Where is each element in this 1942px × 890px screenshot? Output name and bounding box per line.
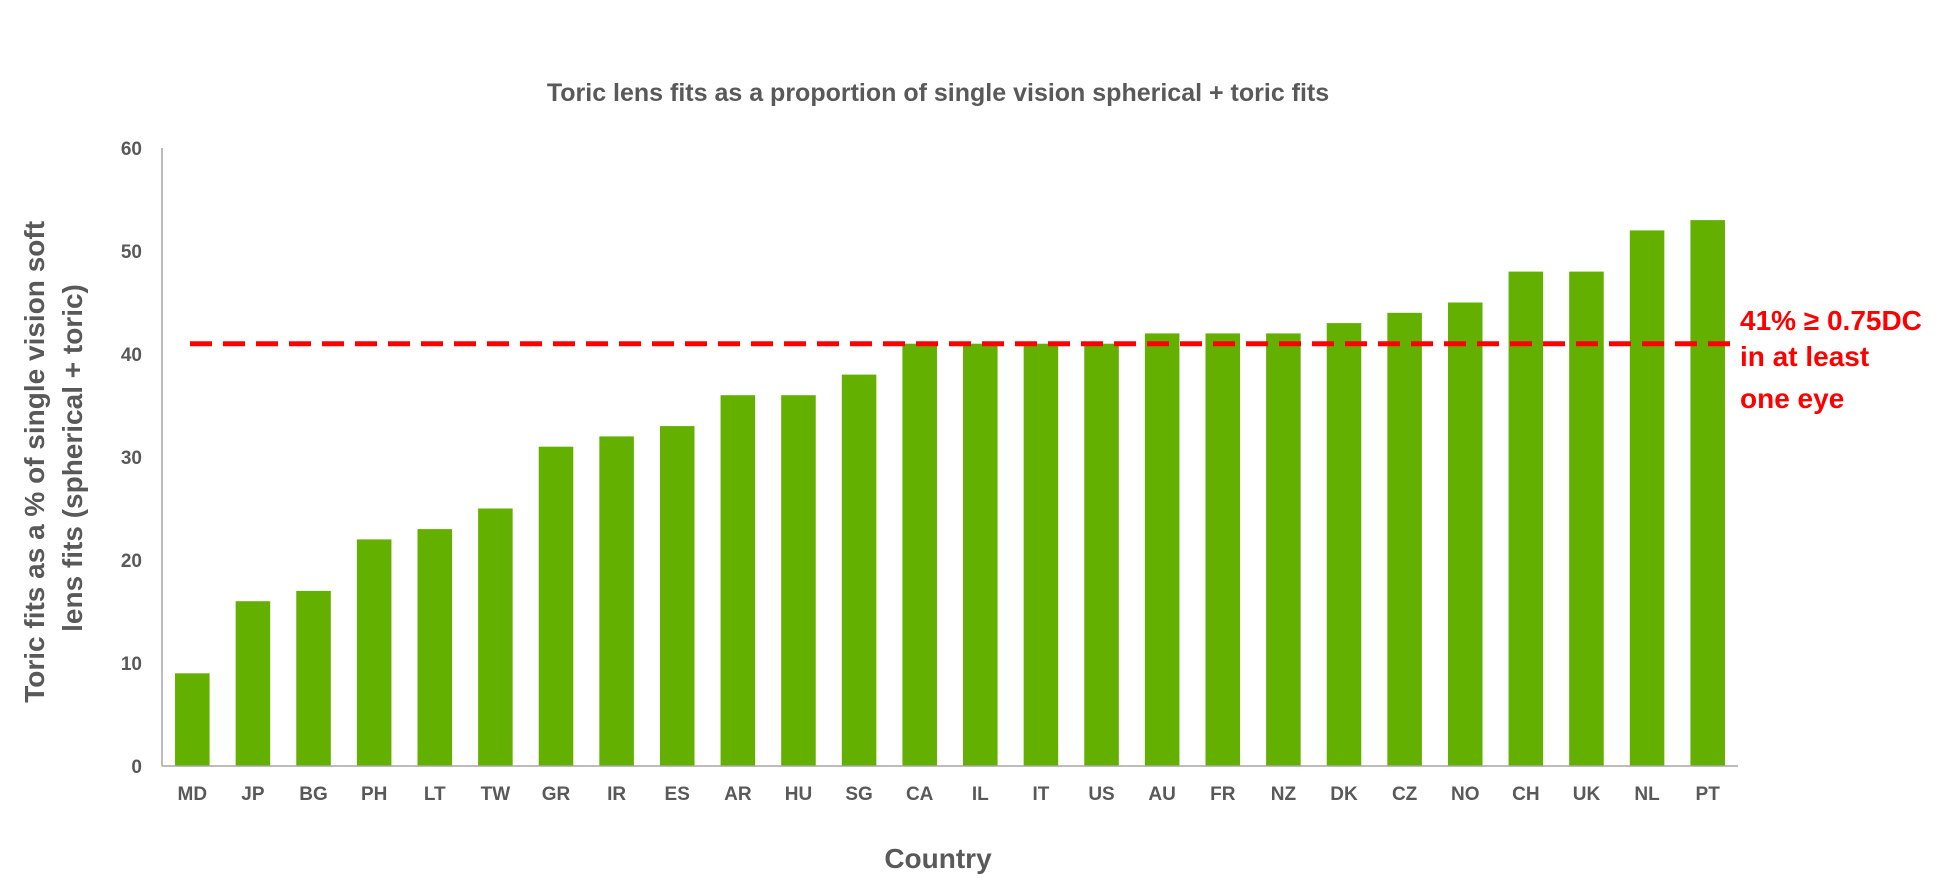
bar-us xyxy=(1084,343,1119,766)
reference-label-line-1: 41% ≥ 0.75DC xyxy=(1740,305,1922,336)
x-tick-label-hu: HU xyxy=(785,784,812,805)
x-tick-label-ar: AR xyxy=(724,784,752,805)
reference-label-line-2: in at least xyxy=(1740,341,1869,372)
x-axis-title: Country xyxy=(884,843,992,874)
x-tick-label-sg: SG xyxy=(845,784,872,805)
y-axis-title-line-1: Toric fits as a % of single vision soft xyxy=(19,221,50,703)
x-tick-label-uk: UK xyxy=(1573,784,1601,805)
y-axis-ticks: 0 10 20 30 40 50 60 xyxy=(121,139,142,778)
bar-md xyxy=(175,673,210,766)
bar-pt xyxy=(1690,220,1725,767)
bar-ch xyxy=(1508,271,1544,766)
x-tick-label-md: MD xyxy=(178,784,208,805)
y-tick-label: 30 xyxy=(121,448,142,469)
y-tick-label: 50 xyxy=(121,242,142,263)
x-tick-label-ir: IR xyxy=(607,784,626,805)
bar-nz xyxy=(1266,333,1301,766)
bar-ir xyxy=(599,436,634,766)
bar-hu xyxy=(781,395,816,766)
x-tick-label-tw: TW xyxy=(481,784,511,805)
x-tick-label-lt: LT xyxy=(424,784,446,805)
bars xyxy=(175,220,1725,767)
x-tick-label-il: IL xyxy=(972,784,989,805)
bar-lt xyxy=(417,529,453,766)
chart-title: Toric lens fits as a proportion of singl… xyxy=(547,79,1329,107)
y-tick-label: 20 xyxy=(121,551,142,572)
y-tick-label: 0 xyxy=(131,757,142,778)
x-tick-label-cz: CZ xyxy=(1392,784,1418,805)
bar-dk xyxy=(1326,323,1362,766)
bar-ca xyxy=(902,343,937,766)
x-axis-ticks: MD JP BG PH LT TW GR IR ES AR HU SG CA IL IT US AU FR NZ DK… xyxy=(178,784,1721,805)
bar-uk xyxy=(1569,271,1604,766)
bar-jp xyxy=(235,601,271,766)
y-tick-label: 40 xyxy=(121,345,142,366)
x-tick-label-ch: CH xyxy=(1512,784,1539,805)
x-tick-label-nz: NZ xyxy=(1271,784,1297,805)
x-tick-label-fr: FR xyxy=(1210,784,1236,805)
bar-gr xyxy=(538,446,574,766)
y-axis-title: Toric fits as a % of single vision soft … xyxy=(19,213,88,703)
y-axis-title-line-2: lens fits (spherical + toric) xyxy=(57,284,88,632)
x-tick-label-ca: CA xyxy=(906,784,934,805)
reference-label-line-3: one eye xyxy=(1740,383,1844,414)
bar-no xyxy=(1447,302,1483,766)
bar-ph xyxy=(356,539,392,766)
y-tick-label: 10 xyxy=(121,654,142,675)
reference-line-label: 41% ≥ 0.75DC in at least one eye xyxy=(1740,305,1930,414)
x-tick-label-jp: JP xyxy=(241,784,265,805)
bar-fr xyxy=(1205,333,1241,766)
x-tick-label-bg: BG xyxy=(299,784,328,805)
x-tick-label-au: AU xyxy=(1148,784,1175,805)
bar-tw xyxy=(478,508,513,766)
bar-nl xyxy=(1629,230,1665,766)
x-tick-label-pt: PT xyxy=(1696,784,1721,805)
x-tick-label-nl: NL xyxy=(1634,784,1660,805)
x-tick-label-no: NO xyxy=(1451,784,1480,805)
bar-bg xyxy=(296,590,331,766)
bar-au xyxy=(1144,333,1180,766)
x-tick-label-us: US xyxy=(1088,784,1114,805)
bar-es xyxy=(659,426,695,766)
bar-it xyxy=(1023,343,1059,766)
bar-il xyxy=(963,343,998,766)
x-tick-label-gr: GR xyxy=(542,784,571,805)
bar-sg xyxy=(841,374,877,766)
x-tick-label-ph: PH xyxy=(361,784,387,805)
x-tick-label-dk: DK xyxy=(1330,784,1358,805)
bar-cz xyxy=(1387,312,1422,766)
y-tick-label: 60 xyxy=(121,139,142,160)
x-tick-label-it: IT xyxy=(1032,784,1049,805)
bar-ar xyxy=(720,395,756,766)
x-tick-label-es: ES xyxy=(665,784,690,805)
